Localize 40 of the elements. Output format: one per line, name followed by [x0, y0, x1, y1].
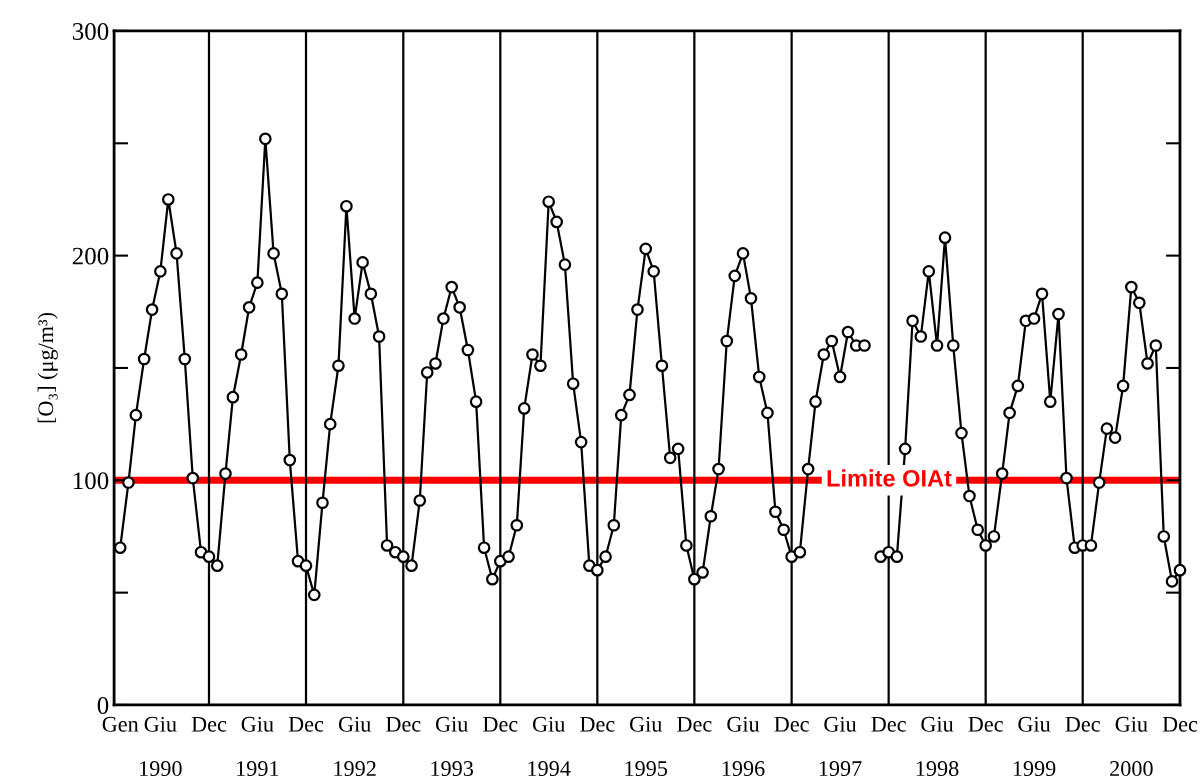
x2-tick-label: 1993 [431, 761, 474, 777]
x2-tick-label: 2000 [1110, 761, 1153, 777]
x2-tick-label: 1990 [140, 761, 182, 777]
y-tick-label: 200 [72, 247, 109, 265]
x-tick-label: Dec [580, 716, 615, 732]
x2-tick-label: 1999 [1013, 761, 1056, 777]
x-tick-label: Dec [1065, 716, 1100, 732]
x-tick-label: Giu [1018, 716, 1051, 732]
x2-tick-label: 1991 [237, 761, 279, 777]
y-axis-title: [O₃] (μg/m³) [37, 312, 58, 423]
x-tick-label: Dec [1162, 716, 1198, 732]
x-tick-label: Giu [435, 716, 468, 732]
x2-tick-label: 1998 [916, 761, 959, 777]
x-tick-label: Giu [921, 716, 954, 732]
ref-line-label: Limite OIAt [827, 469, 952, 487]
x-tick-label: Giu [241, 716, 274, 732]
x-tick-label: Dec [288, 716, 324, 732]
x-tick-label: Dec [968, 716, 1003, 732]
x-tick-label: Gen [102, 716, 139, 732]
x-tick-label: Giu [338, 716, 371, 732]
x-tick-label: Dec [386, 716, 421, 732]
x-tick-label: Giu [629, 716, 662, 732]
x-tick-label: Dec [774, 716, 809, 732]
x-tick-label: Dec [871, 716, 906, 732]
y-tick-label: 100 [73, 472, 109, 490]
x2-tick-label: 1995 [625, 761, 668, 777]
x-tick-label: Giu [1115, 716, 1148, 732]
x-tick-label: Dec [677, 716, 712, 732]
x2-tick-label: 1992 [334, 761, 376, 777]
x-tick-label: Dec [483, 716, 518, 732]
x-tick-label: Giu [824, 716, 857, 732]
x2-tick-label: 1994 [528, 761, 571, 777]
x2-tick-label: 1997 [819, 761, 862, 777]
x-tick-label: Giu [532, 716, 565, 732]
x-tick-label: Giu [144, 716, 177, 732]
x-tick-label: Giu [727, 716, 760, 732]
x-tick-label: Dec [191, 716, 227, 732]
y-tick-label: 300 [72, 23, 109, 40]
x2-tick-label: 1996 [722, 761, 765, 777]
y-tick-label: 0 [97, 697, 109, 714]
